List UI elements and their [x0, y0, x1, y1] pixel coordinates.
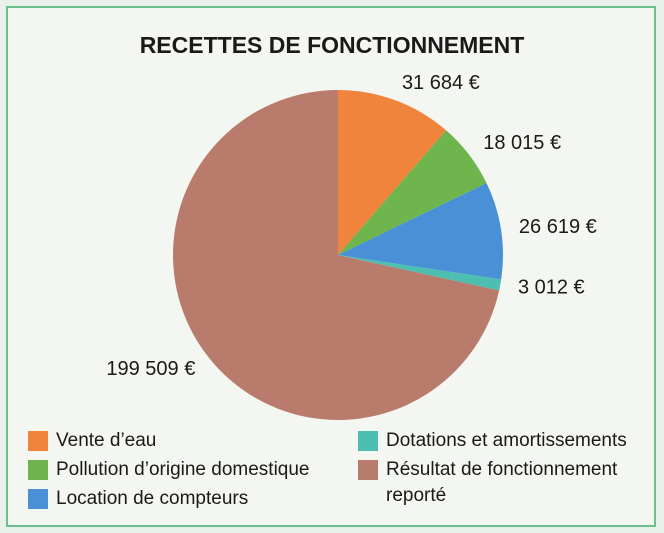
- data-label: 3 012 €: [518, 277, 585, 299]
- legend-label: Location de compteurs: [56, 488, 249, 509]
- legend-label: Résultat de fonctionnement reporté: [386, 459, 618, 506]
- legend-swatch: [358, 431, 378, 451]
- pie-slice: [338, 255, 502, 291]
- legend-swatch: [28, 431, 48, 451]
- legend-label: Pollution d’origine domestique: [56, 459, 310, 480]
- legend-label: Vente d’eau: [56, 430, 157, 451]
- legend-item: Pollution d’origine domestique: [28, 457, 358, 486]
- legend-swatch: [28, 489, 48, 509]
- pie-slice: [338, 130, 487, 255]
- pie-slice: [172, 90, 500, 420]
- legend: Vente d’eau Pollution d’origine domestiqu…: [28, 428, 648, 515]
- legend-item: Résultat de fonctionnement reporté: [358, 457, 648, 506]
- legend-label: Dotations et amortissements: [386, 430, 627, 451]
- data-label: 199 509 €: [106, 358, 195, 380]
- legend-swatch: [28, 460, 48, 480]
- legend-item: Dotations et amortissements: [358, 428, 648, 457]
- pie-slice: [338, 90, 447, 255]
- data-label: 26 619 €: [519, 216, 597, 238]
- legend-item: Vente d’eau: [28, 428, 358, 457]
- legend-swatch: [358, 460, 378, 480]
- data-label: 18 015 €: [483, 132, 561, 154]
- legend-item: Location de compteurs: [28, 486, 358, 515]
- pie-slice: [338, 183, 503, 280]
- data-label: 31 684 €: [402, 72, 480, 94]
- chart-title: RECETTES DE FONCTIONNEMENT: [140, 32, 525, 58]
